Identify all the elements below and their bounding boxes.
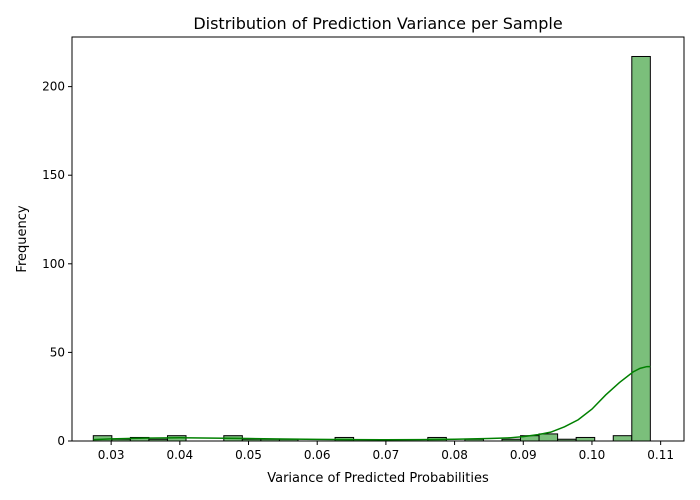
bars-layer (92, 55, 651, 442)
y-tick-label: 50 (50, 345, 65, 359)
plot-frame (71, 36, 685, 442)
y-tick-label: 150 (42, 168, 65, 182)
x-tick-label: 0.10 (579, 448, 606, 462)
x-tick-label: 0.04 (166, 448, 193, 462)
y-axis-label: Frequency (15, 205, 30, 272)
histogram-bar (612, 435, 633, 442)
x-axis-ticks: 0.03 0.04 0.05 0.06 0.07 0.08 0.09 0.10 0.11 (98, 441, 674, 462)
x-tick-label: 0.09 (510, 448, 537, 462)
kde-curve (93, 365, 651, 441)
x-tick-label: 0.11 (647, 448, 674, 462)
histogram-bar (631, 55, 651, 442)
y-axis-ticks: 0 50 100 150 200 (42, 80, 72, 448)
kde-layer (93, 365, 651, 441)
y-tick-label: 100 (42, 257, 65, 271)
histogram-bar (575, 436, 596, 442)
histogram-bar (538, 433, 559, 442)
x-tick-label: 0.07 (373, 448, 400, 462)
y-tick-label: 200 (42, 80, 65, 94)
x-tick-label: 0.08 (441, 448, 468, 462)
x-axis-label: Variance of Predicted Probabilities (267, 471, 489, 486)
x-tick-label: 0.05 (235, 448, 262, 462)
chart-title: Distribution of Prediction Variance per … (193, 14, 562, 33)
x-tick-label: 0.06 (304, 448, 331, 462)
x-tick-label: 0.03 (98, 448, 125, 462)
y-tick-label: 0 (57, 434, 65, 448)
